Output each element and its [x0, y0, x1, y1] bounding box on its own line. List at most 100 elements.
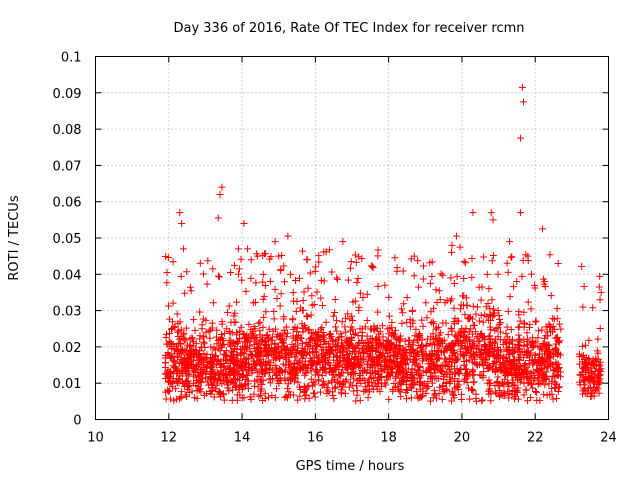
y-tick-label: 0.07: [53, 159, 82, 174]
data-point: [272, 325, 280, 333]
data-point: [355, 253, 363, 261]
data-point: [247, 334, 255, 342]
data-point: [356, 396, 364, 404]
data-point: [177, 345, 185, 353]
data-point: [408, 371, 416, 379]
data-point: [452, 232, 460, 240]
data-point: [492, 325, 500, 333]
data-point: [244, 377, 252, 385]
data-point: [371, 369, 379, 377]
data-point: [217, 331, 225, 339]
data-point: [517, 134, 525, 142]
data-point: [436, 296, 444, 304]
data-point: [288, 368, 296, 376]
data-point: [484, 300, 492, 308]
data-point: [450, 394, 458, 402]
data-point: [388, 331, 396, 339]
data-point: [439, 319, 447, 327]
data-point: [380, 365, 388, 373]
data-point: [225, 302, 233, 310]
data-point: [247, 326, 255, 334]
data-point: [312, 348, 320, 356]
data-point: [224, 384, 232, 392]
data-point: [486, 305, 494, 313]
data-point: [448, 241, 456, 249]
data-point: [578, 368, 586, 376]
data-point: [271, 339, 279, 347]
data-point: [277, 290, 285, 298]
data-point: [170, 368, 178, 376]
data-point: [531, 281, 539, 289]
data-point: [179, 245, 187, 253]
data-point: [386, 372, 394, 380]
data-point: [515, 345, 523, 353]
data-point: [325, 359, 333, 367]
data-point: [349, 298, 357, 306]
data-point: [320, 338, 328, 346]
data-point: [253, 347, 261, 355]
data-point: [196, 308, 204, 316]
data-point: [321, 354, 329, 362]
data-point: [592, 357, 600, 365]
data-point: [399, 267, 407, 275]
data-point: [316, 388, 324, 396]
data-point: [332, 371, 340, 379]
data-point: [240, 363, 248, 371]
data-point: [272, 385, 280, 393]
data-point: [527, 305, 535, 313]
data-point: [259, 295, 267, 303]
data-point: [239, 383, 247, 391]
data-point: [261, 282, 269, 290]
data-point: [359, 349, 367, 357]
data-point: [403, 395, 411, 403]
data-point: [267, 350, 275, 358]
data-point: [396, 342, 404, 350]
data-point: [231, 344, 239, 352]
data-point: [340, 353, 348, 361]
data-point: [595, 283, 603, 291]
data-point: [238, 276, 246, 284]
data-point: [554, 387, 562, 395]
data-point: [251, 382, 259, 390]
data-point: [409, 319, 417, 327]
data-point: [260, 313, 268, 321]
data-point: [220, 363, 228, 371]
data-point: [476, 330, 484, 338]
data-point: [440, 336, 448, 344]
data-point: [468, 386, 476, 394]
data-point: [488, 257, 496, 265]
data-point: [490, 352, 498, 360]
y-axis-title: ROTI / TECUs: [7, 195, 22, 280]
data-point: [235, 265, 243, 273]
data-point: [497, 328, 505, 336]
data-point: [347, 264, 355, 272]
y-tick-label: 0.02: [53, 341, 82, 356]
data-point: [487, 326, 495, 334]
data-point: [178, 219, 186, 227]
data-point: [193, 395, 201, 403]
data-point: [582, 354, 590, 362]
data-point: [433, 299, 441, 307]
data-point: [191, 346, 199, 354]
data-point: [347, 258, 355, 266]
data-point: [369, 264, 377, 272]
data-point: [481, 336, 489, 344]
data-point: [420, 353, 428, 361]
data-point: [293, 357, 301, 365]
data-point: [281, 393, 289, 401]
data-point: [341, 389, 349, 397]
data-point: [263, 365, 271, 373]
data-point: [312, 263, 320, 271]
data-point: [365, 343, 373, 351]
data-point: [170, 397, 178, 405]
data-point: [353, 391, 361, 399]
data-point: [403, 294, 411, 302]
data-point: [270, 356, 277, 364]
data-point: [353, 279, 361, 287]
data-point: [344, 350, 352, 358]
data-point: [366, 351, 374, 359]
data-point: [597, 288, 605, 296]
data-point: [324, 340, 332, 348]
data-point: [354, 331, 362, 339]
data-point: [337, 386, 345, 394]
